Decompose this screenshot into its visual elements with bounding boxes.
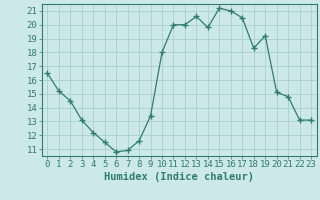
- X-axis label: Humidex (Indice chaleur): Humidex (Indice chaleur): [104, 172, 254, 182]
